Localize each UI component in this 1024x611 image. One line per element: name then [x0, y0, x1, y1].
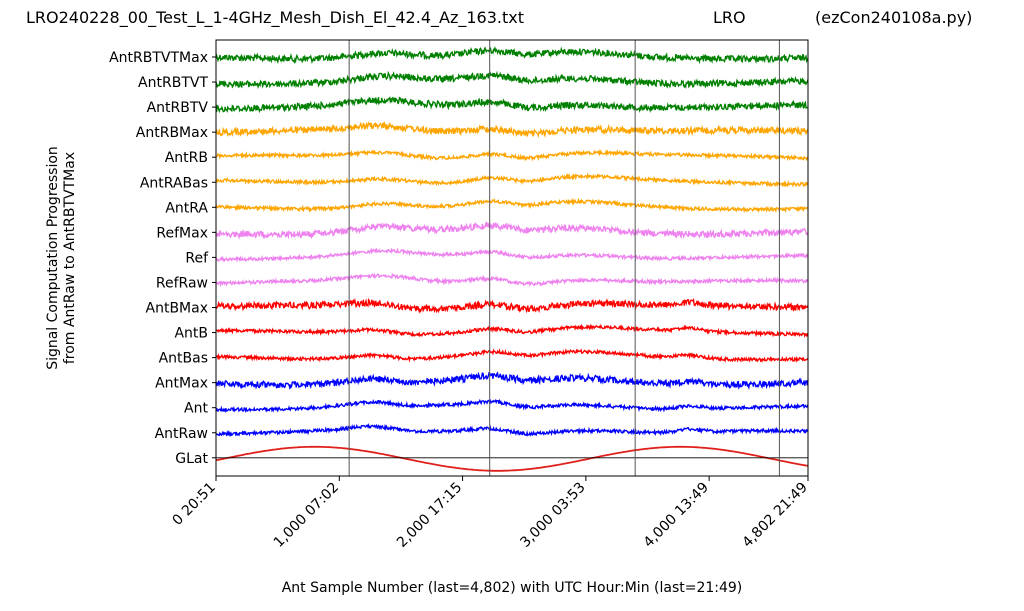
- series-line-Ant: [215, 398, 809, 414]
- x-tick-label-1: 1,000 07:02: [271, 480, 342, 551]
- y-tick-label-AntRaw: AntRaw: [155, 426, 208, 442]
- y-tick-label-AntRA: AntRA: [165, 200, 208, 216]
- y-axis-label-line2: from AntRaw to AntRBTVTMax: [62, 151, 78, 365]
- y-tick-label-AntRB: AntRB: [165, 150, 208, 166]
- x-axis-label: Ant Sample Number (last=4,802) with UTC …: [281, 580, 743, 596]
- y-tick-label-AntRBMax: AntRBMax: [136, 125, 208, 141]
- y-tick-label-AntBMax: AntBMax: [146, 301, 209, 317]
- series-line-AntRBTVT: [215, 70, 809, 90]
- series-line-AntRA: [215, 197, 809, 214]
- series-line-AntRB: [215, 148, 809, 162]
- plot-frame: [215, 39, 809, 477]
- series-line-AntRaw: [215, 422, 809, 437]
- y-tick-label-RefMax: RefMax: [156, 225, 208, 241]
- y-axis-label-line1: Signal Computation Progression: [45, 146, 61, 370]
- series-line-AntB: [215, 323, 809, 338]
- y-axis-label: Signal Computation Progression from AntR…: [45, 146, 79, 370]
- series-line-Ref: [215, 247, 809, 263]
- series-line-AntRBTV: [215, 96, 809, 114]
- y-tick-label-Ant: Ant: [184, 401, 208, 417]
- y-tick-label-AntRBTV: AntRBTV: [147, 100, 209, 116]
- x-tick-label-0: 0 20:51: [170, 480, 219, 529]
- x-tick-label-5: 4,802 21:49: [739, 480, 810, 551]
- chart-site-title: LRO: [713, 8, 746, 27]
- y-tick-label-AntRBTVT: AntRBTVT: [138, 75, 208, 91]
- series-line-AntRBMax: [215, 120, 809, 139]
- y-tick-label-AntB: AntB: [174, 326, 208, 342]
- series-line-AntRBTVTMax: [215, 45, 809, 65]
- series-line-AntMax: [215, 371, 809, 391]
- chart-filename-title: LRO240228_00_Test_L_1-4GHz_Mesh_Dish_El_…: [26, 8, 524, 27]
- series-line-GLat: [215, 445, 809, 472]
- x-tick-label-2: 2,000 17:15: [394, 480, 465, 551]
- series-line-RefRaw: [215, 272, 809, 288]
- series-line-AntBMax: [215, 297, 809, 314]
- y-tick-label-Ref: Ref: [185, 250, 209, 266]
- y-tick-label-AntMax: AntMax: [155, 376, 208, 392]
- series-line-AntRABas: [215, 172, 809, 189]
- y-tick-label-AntBas: AntBas: [159, 351, 208, 367]
- series-line-RefMax: [215, 220, 809, 240]
- chart-program-title: (ezCon240108a.py): [815, 8, 973, 27]
- x-tick-label-4: 4,000 13:49: [641, 480, 712, 551]
- y-tick-label-GLat: GLat: [175, 451, 208, 467]
- y-tick-label-RefRaw: RefRaw: [156, 275, 208, 291]
- series-line-AntBas: [215, 348, 809, 364]
- y-tick-label-AntRABas: AntRABas: [140, 175, 208, 191]
- y-tick-label-AntRBTVTMax: AntRBTVTMax: [109, 50, 208, 66]
- x-tick-label-3: 3,000 03:53: [517, 480, 588, 551]
